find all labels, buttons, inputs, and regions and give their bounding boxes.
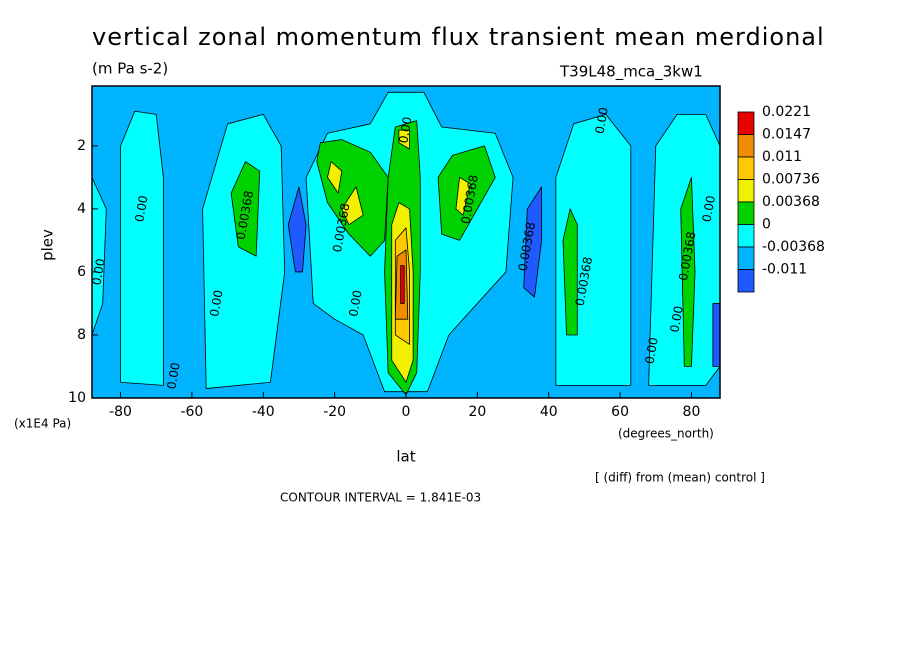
x-tick-label: -20: [323, 404, 346, 420]
contour-band: [455, 176, 471, 216]
colorbar-box: [737, 201, 755, 225]
contour-label: 0.00: [164, 361, 182, 390]
contour-band: [120, 110, 164, 386]
x-tick-label: 40: [540, 404, 558, 420]
x-tick-label: 20: [468, 404, 486, 420]
x-tick-label: 0: [402, 404, 411, 420]
x-tick-label: -40: [252, 404, 275, 420]
colorbar-label: 0.00736: [762, 172, 820, 188]
note: [ (diff) from (mean) control ]: [595, 471, 765, 485]
y-tick-label: 2: [77, 138, 86, 154]
contour-band: [400, 265, 405, 304]
colorbar-box: [737, 269, 755, 293]
colorbar-box: [737, 156, 755, 180]
x-tick-label: -60: [180, 404, 203, 420]
colorbar-box: [737, 134, 755, 158]
contour-band: [398, 129, 410, 150]
contour-interval: CONTOUR INTERVAL = 1.841E-03: [280, 491, 481, 505]
colorbar-label: 0.00368: [762, 194, 820, 210]
colorbar-box: [737, 224, 755, 248]
contour-band: [327, 161, 343, 194]
contour-band: [341, 186, 364, 226]
colorbar-box: [737, 246, 755, 270]
contour-label: 0.00: [642, 336, 660, 365]
x-units: (degrees_north): [618, 427, 714, 441]
contour-band: [680, 176, 696, 367]
colorbar-label: 0.0221: [762, 104, 811, 120]
contour-label: 0.00: [346, 289, 364, 318]
colorbar-box: [737, 111, 755, 135]
colorbar-box: [737, 179, 755, 203]
y-tick-label: 6: [77, 264, 86, 280]
chart-title: vertical zonal momentum flux transient m…: [92, 23, 825, 51]
contour-band: [712, 303, 721, 367]
contour-label: 0.00: [700, 194, 718, 223]
y-tick-label: 8: [77, 327, 86, 343]
y-axis-label: plev: [39, 229, 57, 261]
contour-label: 0.00: [132, 194, 150, 223]
colorbar-label: 0: [762, 217, 771, 233]
x-tick-label: 80: [683, 404, 701, 420]
colorbar-label: -0.011: [762, 262, 807, 278]
contour-label: 0.00: [593, 106, 611, 135]
contour-band: [202, 113, 286, 389]
contour-band: [230, 161, 261, 257]
colorbar-label: 0.0147: [762, 127, 811, 143]
contour-label: 0.00: [396, 116, 414, 145]
colorbar-label: 0.011: [762, 149, 802, 165]
x-tick-label: -80: [109, 404, 132, 420]
y-tick-label: 10: [68, 390, 86, 406]
run-name: T39L48_mca_3kw1: [559, 63, 703, 82]
colorbar-label: -0.00368: [762, 239, 825, 255]
chart-subtitle: (m Pa s-2): [92, 60, 168, 78]
contour-band: [562, 208, 578, 336]
y-tick-label: 4: [77, 201, 86, 217]
contour-label: 0.00: [667, 305, 685, 334]
x-tick-label: 60: [611, 404, 629, 420]
y-units: (x1E4 Pa): [14, 417, 71, 431]
contour-band: [523, 186, 542, 298]
contour-label: 0.00: [89, 257, 107, 286]
x-axis-label: lat: [396, 448, 415, 466]
contour-label: 0.00: [207, 289, 225, 318]
contour-band: [287, 186, 307, 273]
